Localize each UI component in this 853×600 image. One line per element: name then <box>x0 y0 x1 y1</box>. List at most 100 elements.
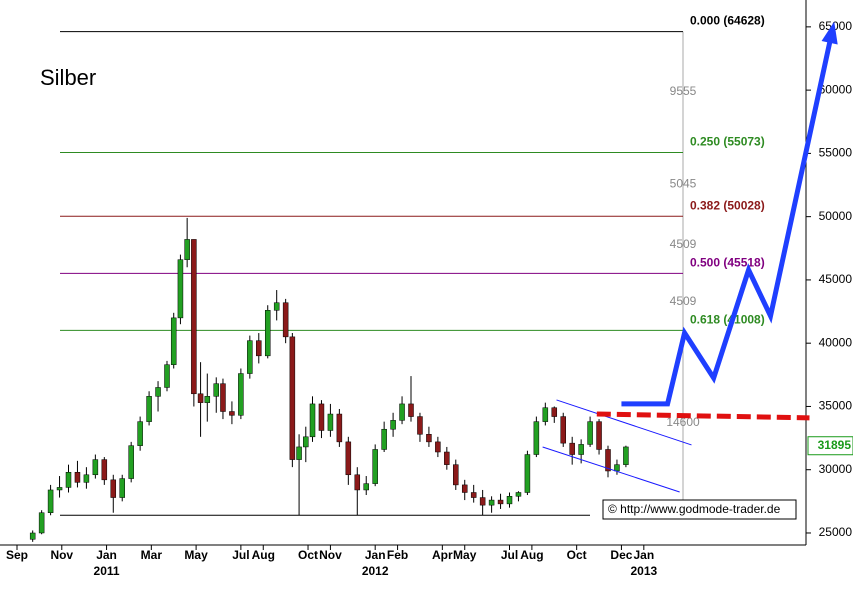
candle-body <box>444 451 450 465</box>
candle-body <box>65 471 72 488</box>
candle-body <box>101 459 108 481</box>
x-tick-label: Feb <box>387 548 408 562</box>
y-tick-label: 25000 <box>819 525 853 539</box>
candle-body <box>191 239 197 395</box>
year-label: 2011 <box>94 564 120 578</box>
y-tick-label: 45000 <box>819 272 853 286</box>
candle-body <box>164 364 170 388</box>
candle-body <box>399 403 405 421</box>
channel-lower <box>542 446 680 493</box>
candle-body <box>506 496 513 505</box>
year-label: 2012 <box>362 564 389 578</box>
candle-body <box>273 302 280 311</box>
candle-body <box>184 239 190 260</box>
candle-body <box>110 479 117 498</box>
candle-body <box>204 396 211 403</box>
candle-body <box>605 449 611 472</box>
candle-body <box>614 464 620 472</box>
candle-body <box>515 492 522 497</box>
candle-body <box>488 499 495 506</box>
candle-body <box>74 471 81 483</box>
candle-body <box>213 383 219 397</box>
candle-body <box>247 340 253 374</box>
candle-body <box>303 436 309 448</box>
candle-body <box>327 413 334 431</box>
source-label: © http://www.godmode-trader.de <box>608 502 781 516</box>
candle-body <box>29 532 36 540</box>
candle-body <box>479 497 486 506</box>
forecast-path <box>621 28 835 407</box>
candle-body <box>170 317 177 365</box>
candle-body <box>296 446 302 460</box>
x-tick-label: Aug <box>252 548 275 562</box>
candle-body <box>408 403 414 417</box>
candle-body <box>578 444 584 455</box>
x-tick-label: May <box>453 548 477 562</box>
candle-body <box>390 420 396 430</box>
candle-body <box>146 396 152 422</box>
candle-body <box>587 421 593 445</box>
candle-body <box>197 393 204 403</box>
candle-body <box>92 459 99 476</box>
x-tick-label: Jul <box>501 548 518 562</box>
fib-distance-label: 5045 <box>670 177 697 191</box>
candle-body <box>524 454 531 493</box>
candle-body <box>461 484 468 493</box>
candle-body <box>569 442 575 455</box>
candle-body <box>256 340 262 357</box>
candle-body <box>533 421 540 455</box>
candle-body <box>596 421 602 450</box>
forecast-arrowhead <box>821 21 838 45</box>
y-tick-label: 35000 <box>819 399 853 413</box>
candle-body <box>177 259 184 319</box>
candle-body <box>435 441 441 453</box>
candle-body <box>551 407 558 417</box>
candle-body <box>282 302 289 338</box>
candle-body <box>289 336 296 460</box>
fib-level-label: 0.500 (45518) <box>690 256 765 270</box>
candle-body <box>229 411 235 416</box>
fib-level-label: 0.618 (41008) <box>690 313 765 327</box>
y-tick-label: 55000 <box>819 146 853 160</box>
candle-body <box>542 407 549 422</box>
candle-body <box>83 474 90 483</box>
candle-body <box>381 428 387 450</box>
candle-body <box>623 446 629 465</box>
candle-body <box>470 492 477 498</box>
x-tick-label: Jan <box>633 548 654 562</box>
x-tick-label: Jul <box>232 548 249 562</box>
current-price-label: 31895 <box>818 438 852 452</box>
candle-body <box>560 416 566 444</box>
fib-level-label: 0.382 (50028) <box>690 198 765 212</box>
chart-title: Silber <box>40 65 96 90</box>
x-tick-label: Sep <box>6 548 28 562</box>
x-tick-label: Oct <box>298 548 318 562</box>
x-tick-label: Mar <box>141 548 163 562</box>
x-tick-label: Apr <box>432 548 453 562</box>
y-tick-label: 60000 <box>819 82 853 96</box>
fib-distance-label: 4509 <box>670 294 697 308</box>
y-tick-label: 40000 <box>819 335 853 349</box>
candle-body <box>363 483 369 491</box>
fib-level-label: 0.250 (55073) <box>690 135 765 149</box>
x-tick-label: Nov <box>50 548 73 562</box>
source-box <box>602 499 797 520</box>
candle-body <box>137 421 143 446</box>
channel-upper <box>556 399 692 446</box>
year-label: 2013 <box>630 564 657 578</box>
fib-level-label: 0.000 (64628) <box>690 14 765 28</box>
candle-body <box>497 499 504 505</box>
candle-body <box>318 403 325 431</box>
x-tick-label: Nov <box>319 548 342 562</box>
candle-body <box>345 441 352 476</box>
candle-body <box>372 449 378 484</box>
x-tick-label: Jan <box>365 548 386 562</box>
x-tick-label: Oct <box>567 548 587 562</box>
fib-distance-label: 9555 <box>670 84 697 98</box>
candle-body <box>155 387 161 397</box>
candle-body <box>47 489 54 513</box>
y-tick-label: 50000 <box>819 209 853 223</box>
candle-body <box>38 512 45 534</box>
candle-body <box>128 445 134 479</box>
